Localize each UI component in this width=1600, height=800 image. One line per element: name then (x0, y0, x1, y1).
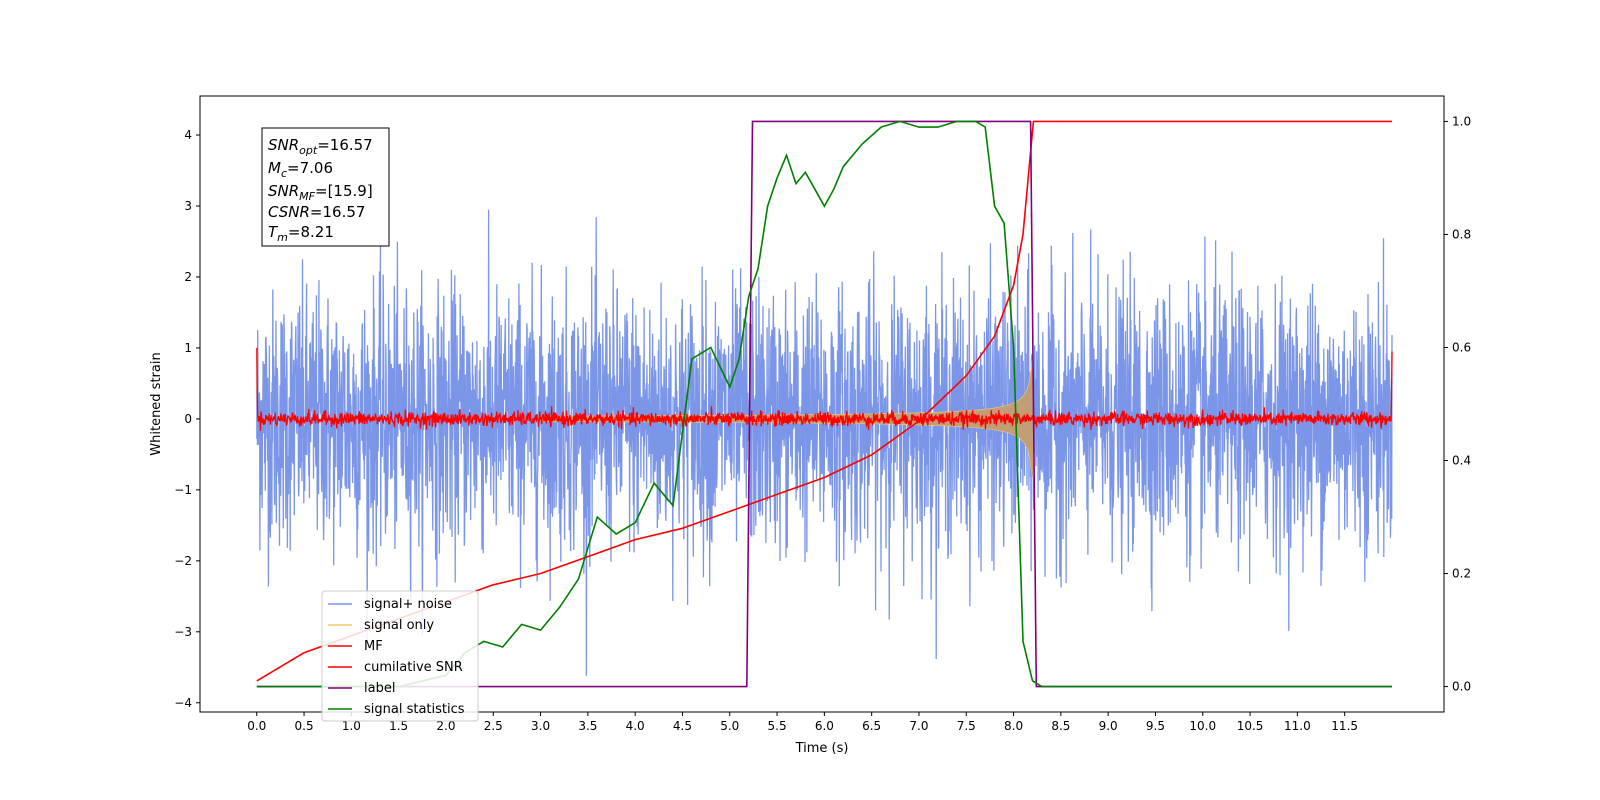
annotation-snr-mf: SNRMF=[15.9] (268, 182, 373, 203)
x-tick-label: 4.5 (673, 719, 692, 733)
legend: signal+ noise signal only MF cumilative SNR… (321, 590, 479, 722)
y-tick-label: −4 (174, 696, 192, 710)
plot-frame (199, 95, 1445, 713)
series-signal-noise-line (256, 209, 1393, 676)
x-tick-label: 3.0 (531, 719, 550, 733)
legend-signal-only-text: signal only (364, 618, 434, 633)
y-axis-label: Whitened strain (149, 352, 164, 455)
y2-axis: 0.0 0.2 0.4 0.6 0.8 1.0 (1444, 114, 1471, 694)
x-tick-label: 5.0 (720, 719, 739, 733)
y2-tick-label: 0.6 (1452, 340, 1471, 354)
annotation-tm: Tm=8.21 (268, 223, 334, 244)
y2-tick-label: 0.0 (1452, 680, 1471, 694)
series-signal-statistics-line (256, 120, 1392, 688)
x-axis-label: Time (s) (795, 741, 849, 756)
y-tick-label: 3 (184, 199, 192, 213)
legend-signal-noise-text: signal+ noise (364, 597, 452, 612)
y-axis: −4 −3 −2 −1 0 1 2 3 4 (174, 128, 200, 710)
y2-tick-label: 0.4 (1452, 454, 1471, 468)
y-tick-label: 2 (184, 270, 192, 284)
annotation-frame (261, 127, 390, 247)
x-tick-label: 4.0 (626, 719, 645, 733)
x-tick-label: 10.0 (1189, 719, 1216, 733)
x-tick-label: 0.5 (295, 719, 314, 733)
x-tick-label: 6.5 (862, 719, 881, 733)
y2-tick-label: 1.0 (1452, 114, 1471, 128)
x-tick-label: 9.5 (1146, 719, 1165, 733)
y-tick-label: 4 (184, 128, 192, 142)
x-tick-label: 3.5 (578, 719, 597, 733)
x-tick-label: 10.5 (1237, 719, 1264, 733)
y2-tick-label: 0.2 (1452, 567, 1471, 581)
x-tick-label: 11.0 (1284, 719, 1311, 733)
legend-frame (321, 590, 479, 722)
x-tick-label: 5.5 (768, 719, 787, 733)
x-tick-label: 7.0 (909, 719, 928, 733)
x-tick-label: 8.5 (1051, 719, 1070, 733)
x-tick-label: 7.5 (957, 719, 976, 733)
x-tick-label: 1.0 (342, 719, 361, 733)
x-tick-label: 2.0 (436, 719, 455, 733)
y-tick-label: −3 (174, 625, 192, 639)
y2-tick-label: 0.8 (1452, 227, 1471, 241)
annotation-box: SNRopt=16.57 Mc=7.06 SNRMF=[15.9] CSNR=1… (261, 127, 390, 247)
series-mf-line (256, 347, 1393, 431)
y-tick-label: 1 (184, 341, 192, 355)
y-tick-label: −2 (174, 554, 192, 568)
x-tick-label: 1.5 (389, 719, 408, 733)
annotation-mc: Mc=7.06 (268, 159, 333, 180)
x-tick-label: 6.0 (815, 719, 834, 733)
legend-label-text: label (364, 681, 395, 696)
x-tick-label: 11.5 (1331, 719, 1358, 733)
annotation-snr-opt: SNRopt=16.57 (268, 136, 373, 157)
x-tick-label: 8.0 (1004, 719, 1023, 733)
y-tick-label: 0 (184, 412, 192, 426)
x-tick-label: 9.0 (1099, 719, 1118, 733)
x-tick-label: 2.5 (484, 719, 503, 733)
legend-cumulative-snr-text: cumilative SNR (364, 660, 463, 675)
x-axis: 0.0 0.5 1.0 1.5 2.0 2.5 3.0 3.5 4.0 4.5 5.0 5.5 6.0 6… (247, 712, 1358, 733)
annotation-csnr: CSNR=16.57 (268, 203, 365, 221)
y-tick-label: −1 (174, 483, 192, 497)
x-tick-label: 0.0 (247, 719, 266, 733)
legend-mf-text: MF (364, 639, 383, 654)
legend-signal-statistics-text: signal statistics (364, 702, 465, 717)
